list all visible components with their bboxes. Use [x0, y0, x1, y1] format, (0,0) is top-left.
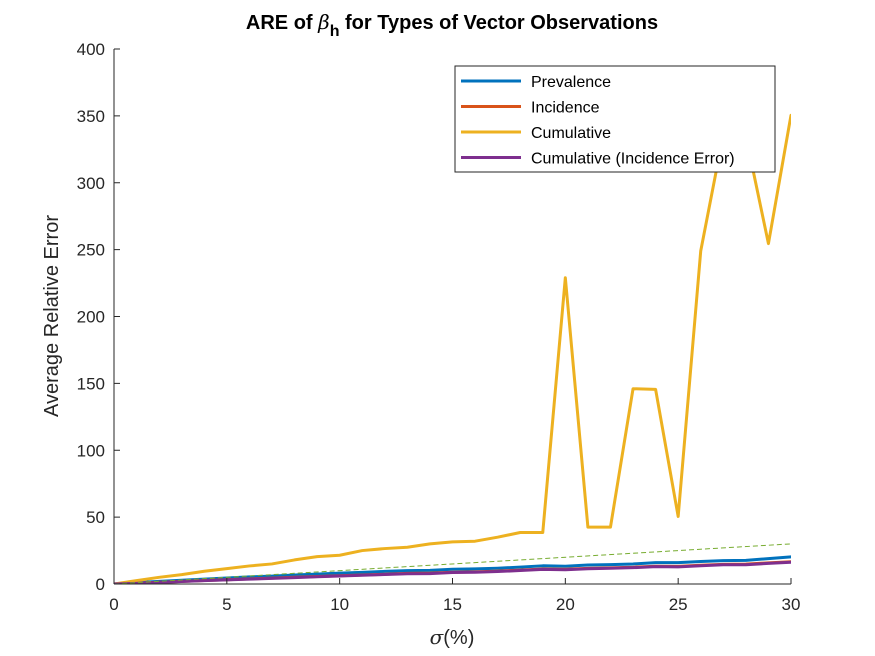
x-axis-unit: (%)	[443, 627, 474, 649]
legend-label-cumulative-incidence-error: Cumulative (Incidence Error)	[531, 151, 735, 168]
x-tick-label: 25	[669, 595, 688, 614]
title-subscript: h	[330, 23, 340, 40]
chart-title: ARE of βh for Types of Vector Observatio…	[246, 10, 658, 40]
x-tick-label: 5	[222, 595, 231, 614]
x-tick-label: 20	[556, 595, 575, 614]
y-tick-label: 100	[77, 441, 105, 460]
y-axis-title: Average Relative Error	[41, 215, 63, 417]
series-line-cumulative	[114, 113, 791, 584]
y-tick-label: 250	[77, 241, 105, 260]
x-tick-label: 15	[443, 595, 462, 614]
legend-label-prevalence: Prevalence	[531, 74, 611, 91]
x-tick-label: 10	[330, 595, 349, 614]
title-suffix: for Types of Vector Observations	[339, 12, 658, 34]
legend-box	[454, 65, 776, 173]
y-tick-label: 200	[77, 308, 105, 327]
x-axis-sigma-symbol: σ	[430, 625, 445, 649]
y-tick-label: 300	[77, 174, 105, 193]
x-axis-title: σ(%)	[430, 625, 475, 649]
legend: Prevalence Incidence Cumulative Cumulative …	[454, 65, 776, 173]
title-beta-symbol: β	[317, 10, 330, 34]
y-tick-label: 400	[77, 40, 105, 59]
title-prefix: ARE of	[246, 12, 318, 34]
y-tick-label: 150	[77, 374, 105, 393]
y-ticks: 0 50 100 150 200 250 300 350 400	[77, 40, 120, 594]
y-tick-label: 0	[96, 575, 105, 594]
x-tick-label: 30	[782, 595, 801, 614]
x-tick-label: 0	[109, 595, 118, 614]
y-tick-label: 350	[77, 107, 105, 126]
plot-area	[114, 113, 791, 584]
legend-label-cumulative: Cumulative	[531, 125, 611, 142]
y-tick-label: 50	[86, 508, 105, 527]
x-ticks: 0 5 10 15 20 25 30	[109, 578, 800, 614]
series-line-prevalence	[114, 555, 791, 584]
legend-label-incidence: Incidence	[531, 100, 600, 117]
reference-dashed-line	[114, 543, 791, 584]
